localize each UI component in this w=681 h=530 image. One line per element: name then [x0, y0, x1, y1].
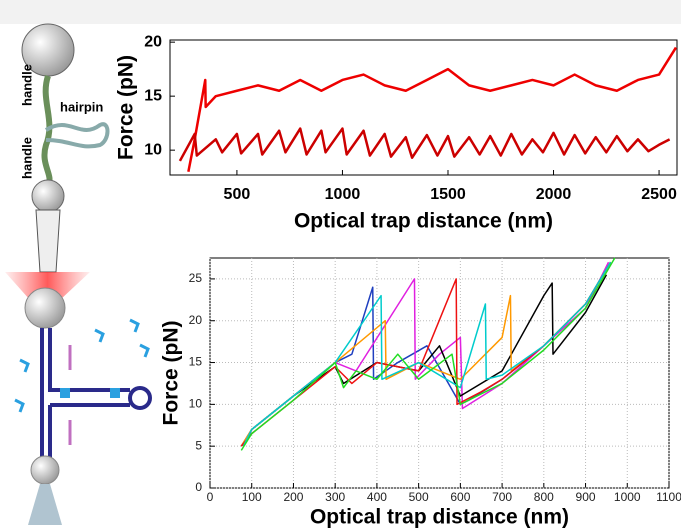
y-tick-label: 10	[189, 397, 203, 411]
hairpin-diagram	[5, 272, 152, 525]
plot-area	[209, 257, 670, 489]
plot-area	[169, 39, 678, 176]
y-tick-label: 0	[195, 480, 202, 494]
x-tick-label: 1100	[656, 490, 681, 504]
top-band	[0, 0, 681, 24]
x-tick-label: 1000	[325, 186, 361, 203]
x-tick-label: 600	[450, 490, 470, 504]
x-tick-label: 100	[242, 490, 262, 504]
x-tick-label: 1500	[430, 186, 466, 203]
data-line	[178, 127, 671, 162]
diagram-label: handle	[19, 64, 34, 106]
x-tick-label: 500	[224, 186, 251, 203]
y-tick-label: 5	[195, 438, 202, 452]
y-tick-label: 10	[144, 141, 162, 158]
x-tick-label: 0	[207, 490, 214, 504]
x-tick-label: 2000	[536, 186, 572, 203]
x-tick-label: 900	[576, 490, 596, 504]
x-tick-label: 1000	[614, 490, 641, 504]
x-axis-label: Optical trap distance (nm)	[294, 210, 553, 233]
y-axis-label: Force (pN)	[160, 321, 183, 426]
x-tick-label: 300	[325, 490, 345, 504]
x-tick-label: 400	[367, 490, 387, 504]
x-tick-label: 2500	[641, 186, 677, 203]
x-tick-label: 800	[534, 490, 554, 504]
x-tick-label: 700	[492, 490, 512, 504]
y-tick-label: 20	[144, 33, 162, 50]
data-line	[187, 46, 678, 172]
y-tick-label: 25	[189, 271, 203, 285]
diagram-label: hairpin	[60, 99, 103, 114]
tether-diagram: handle hairpin handle	[19, 23, 110, 273]
y-axis-label: Force (pN)	[115, 55, 138, 160]
data-line	[242, 261, 612, 447]
x-tick-label: 500	[409, 490, 429, 504]
y-tick-label: 15	[189, 355, 203, 369]
y-tick-label: 20	[189, 313, 203, 327]
y-tick-label: 15	[144, 87, 162, 104]
diagram-label: handle	[19, 137, 34, 179]
x-tick-label: 200	[283, 490, 303, 504]
data-line	[242, 274, 608, 447]
data-line	[240, 257, 616, 451]
x-axis-label: Optical trap distance (nm)	[310, 506, 569, 529]
